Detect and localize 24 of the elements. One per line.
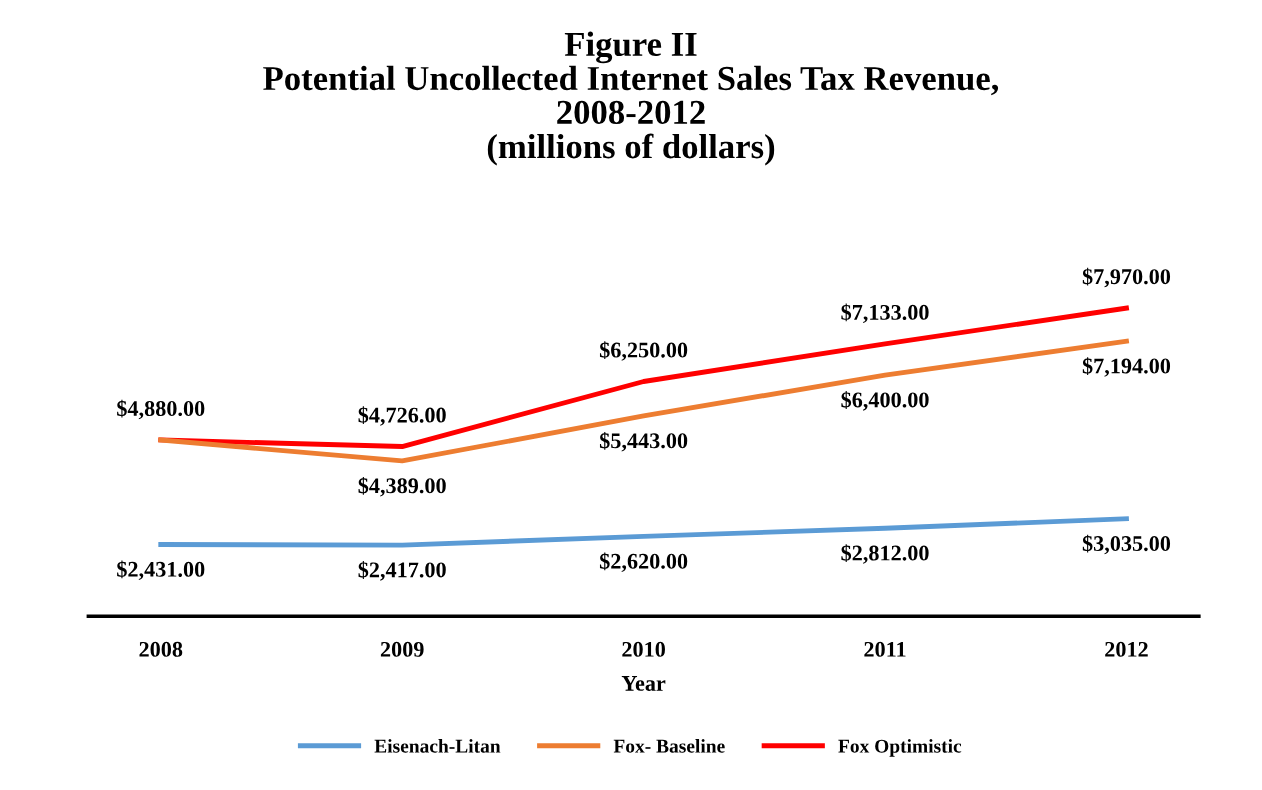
data-label: $7,970.00 — [1082, 267, 1171, 288]
data-label: $3,035.00 — [1082, 534, 1171, 555]
data-label: $2,431.00 — [117, 560, 205, 581]
data-label: $7,133.00 — [841, 303, 929, 324]
legend-label: Fox- Baseline — [613, 739, 725, 753]
data-label: $6,400.00 — [841, 391, 929, 411]
x-tick-label: 2008 — [139, 641, 183, 657]
data-label: $4,726.00 — [358, 406, 446, 426]
data-label: $6,250.00 — [599, 341, 688, 361]
legend-label: Eisenach-Litan — [374, 739, 501, 753]
data-label: $2,417.00 — [358, 561, 446, 581]
x-axis-title: Year — [621, 676, 666, 691]
data-label: $5,443.00 — [599, 431, 688, 452]
data-label: $4,389.00 — [358, 476, 446, 497]
chart-title: Figure II Potential Uncollected Internet Sales Tax Revenue, 2008-2012 (millions of dollars) — [263, 31, 999, 166]
data-label: $2,812.00 — [841, 544, 929, 564]
data-label: $7,194.00 — [1082, 357, 1171, 377]
x-tick-label: 2012 — [1105, 641, 1148, 657]
legend-label: Fox Optimistic — [838, 739, 962, 757]
x-tick-label: 2009 — [380, 641, 424, 657]
data-label: $2,620.00 — [599, 552, 688, 572]
data-label: $4,880.00 — [117, 399, 205, 420]
x-tick-label: 2010 — [622, 641, 665, 657]
x-tick-label: 2011 — [864, 641, 906, 657]
